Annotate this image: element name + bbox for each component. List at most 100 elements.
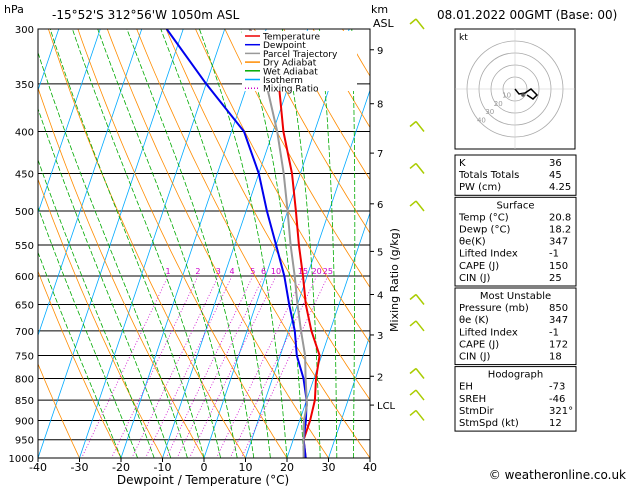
wet-adiabat-line	[352, 29, 355, 458]
surface-label: θe(K)	[459, 237, 486, 248]
most-unstable-value: 18	[549, 352, 562, 363]
indices-top-label: Totals Totals	[458, 170, 519, 181]
mixing-ratio-label: 20	[312, 267, 322, 276]
dry-adiabat-line	[196, 29, 454, 458]
wet-adiabat-line	[13, 29, 171, 458]
wind-barb-flag	[410, 295, 416, 300]
surface-value: 150	[549, 261, 568, 272]
pressure-tick-label: 500	[15, 207, 34, 218]
pressure-tick-label: 550	[15, 241, 34, 252]
surface-label: Temp (°C)	[458, 212, 509, 223]
mixing-ratio-line	[189, 276, 276, 458]
hodograph-ring-label: 10	[502, 91, 511, 99]
isotherm-line	[38, 29, 183, 458]
wind-barb-flag	[410, 19, 416, 24]
pressure-tick-label: 850	[15, 396, 34, 407]
asl-unit-label: ASL	[373, 17, 395, 30]
most-unstable-label: θe (K)	[459, 315, 489, 326]
km-unit-label: km	[371, 3, 388, 16]
x-tick-label: -30	[71, 461, 89, 474]
mixing-ratio-label: 6	[261, 267, 266, 276]
indices-top-value: 45	[549, 170, 562, 181]
pressure-tick-label: 400	[15, 128, 34, 139]
most-unstable-value: -1	[549, 327, 559, 338]
surface-title: Surface	[496, 200, 534, 211]
pressure-tick-label: 800	[15, 374, 34, 385]
km-tick-label: 3	[377, 331, 383, 342]
isotherm-line	[121, 29, 266, 458]
pressure-tick-label: 350	[15, 80, 34, 91]
mixing-ratio-label: 2	[195, 267, 200, 276]
surface-label: Dewp (°C)	[459, 225, 510, 236]
dry-adiabat-line	[578, 29, 629, 458]
wind-barb-shaft	[416, 390, 424, 400]
wind-barb-shaft	[416, 368, 424, 378]
hodograph-indices-value: -46	[549, 394, 565, 405]
x-tick-label: 40	[363, 461, 377, 474]
most-unstable-value: 347	[549, 315, 568, 326]
credit-footer: © weatheronline.co.uk	[461, 468, 626, 482]
mixing-ratio-label: 25	[323, 267, 333, 276]
hodograph-indices-value: 321°	[549, 406, 573, 417]
wind-barb-flag	[410, 368, 416, 373]
mixing-ratio-axis-label: Mixing Ratio (g/kg)	[388, 228, 401, 332]
wet-adiabat-line	[50, 29, 204, 458]
indices-top-label: PW (cm)	[459, 182, 501, 193]
wind-barb-flag	[410, 321, 416, 326]
surface-value: 20.8	[549, 212, 571, 223]
wind-barb-shaft	[416, 321, 424, 331]
mixing-ratio-label: 3	[216, 267, 221, 276]
km-tick-label: 2	[377, 372, 383, 383]
most-unstable-value: 850	[549, 303, 568, 314]
surface-value: 18.2	[549, 225, 571, 236]
pressure-tick-label: 950	[15, 436, 34, 447]
pressure-tick-label: 450	[15, 169, 34, 180]
hodograph-unit: kt	[459, 33, 468, 43]
wind-barb-shaft	[416, 122, 424, 132]
wet-adiabat-line	[320, 29, 337, 458]
most-unstable-value: 172	[549, 339, 568, 350]
wind-barb-shaft	[416, 163, 424, 173]
mixing-ratio-label: 1	[166, 267, 171, 276]
dry-adiabat-line	[19, 29, 204, 458]
dry-adiabat-line	[137, 29, 370, 458]
mixing-ratio-line	[177, 276, 264, 458]
wind-barb-shaft	[416, 295, 424, 305]
surface-value: -1	[549, 249, 559, 260]
most-unstable-label: CIN (J)	[459, 352, 490, 363]
wind-barb-shaft	[416, 19, 424, 29]
axes: 3003504004505005506006507007508008509009…	[9, 25, 396, 474]
km-tick-label: LCL	[377, 401, 396, 412]
hodograph-indices-value: 12	[549, 418, 562, 429]
mixing-ratio-line	[166, 276, 253, 458]
most-unstable-title: Most Unstable	[480, 291, 551, 302]
dry-adiabat-line	[48, 29, 245, 458]
pressure-tick-label: 900	[15, 416, 34, 427]
km-tick-label: 7	[377, 149, 383, 160]
plot-border	[38, 29, 370, 458]
hodograph-ring-label: 30	[485, 108, 494, 116]
mixing-ratio-label: 4	[229, 267, 234, 276]
wind-barb-flag	[410, 163, 416, 168]
datetime-title: 08.01.2022 00GMT (Base: 00)	[437, 8, 617, 22]
most-unstable-label: CAPE (J)	[459, 339, 499, 350]
wet-adiabat-line	[370, 29, 380, 458]
dry-adiabat-line	[78, 29, 287, 458]
pressure-tick-label: 650	[15, 301, 34, 312]
wet-adiabat-line	[72, 29, 220, 458]
km-tick-label: 8	[377, 100, 383, 111]
wind-barb-flag	[410, 410, 416, 415]
pressure-tick-label: 700	[15, 327, 34, 338]
mixing-ratio-label: 5	[250, 267, 255, 276]
pressure-tick-label: 600	[15, 272, 34, 283]
mixing-ratio-label: 10	[271, 267, 281, 276]
wind-barb-shaft	[416, 201, 424, 211]
hodograph-indices-label: EH	[459, 382, 473, 393]
wind-barb-flag	[410, 390, 416, 395]
surface-label: CIN (J)	[459, 273, 490, 284]
pressure-unit-label: hPa	[4, 3, 24, 16]
surface-value: 25	[549, 273, 562, 284]
